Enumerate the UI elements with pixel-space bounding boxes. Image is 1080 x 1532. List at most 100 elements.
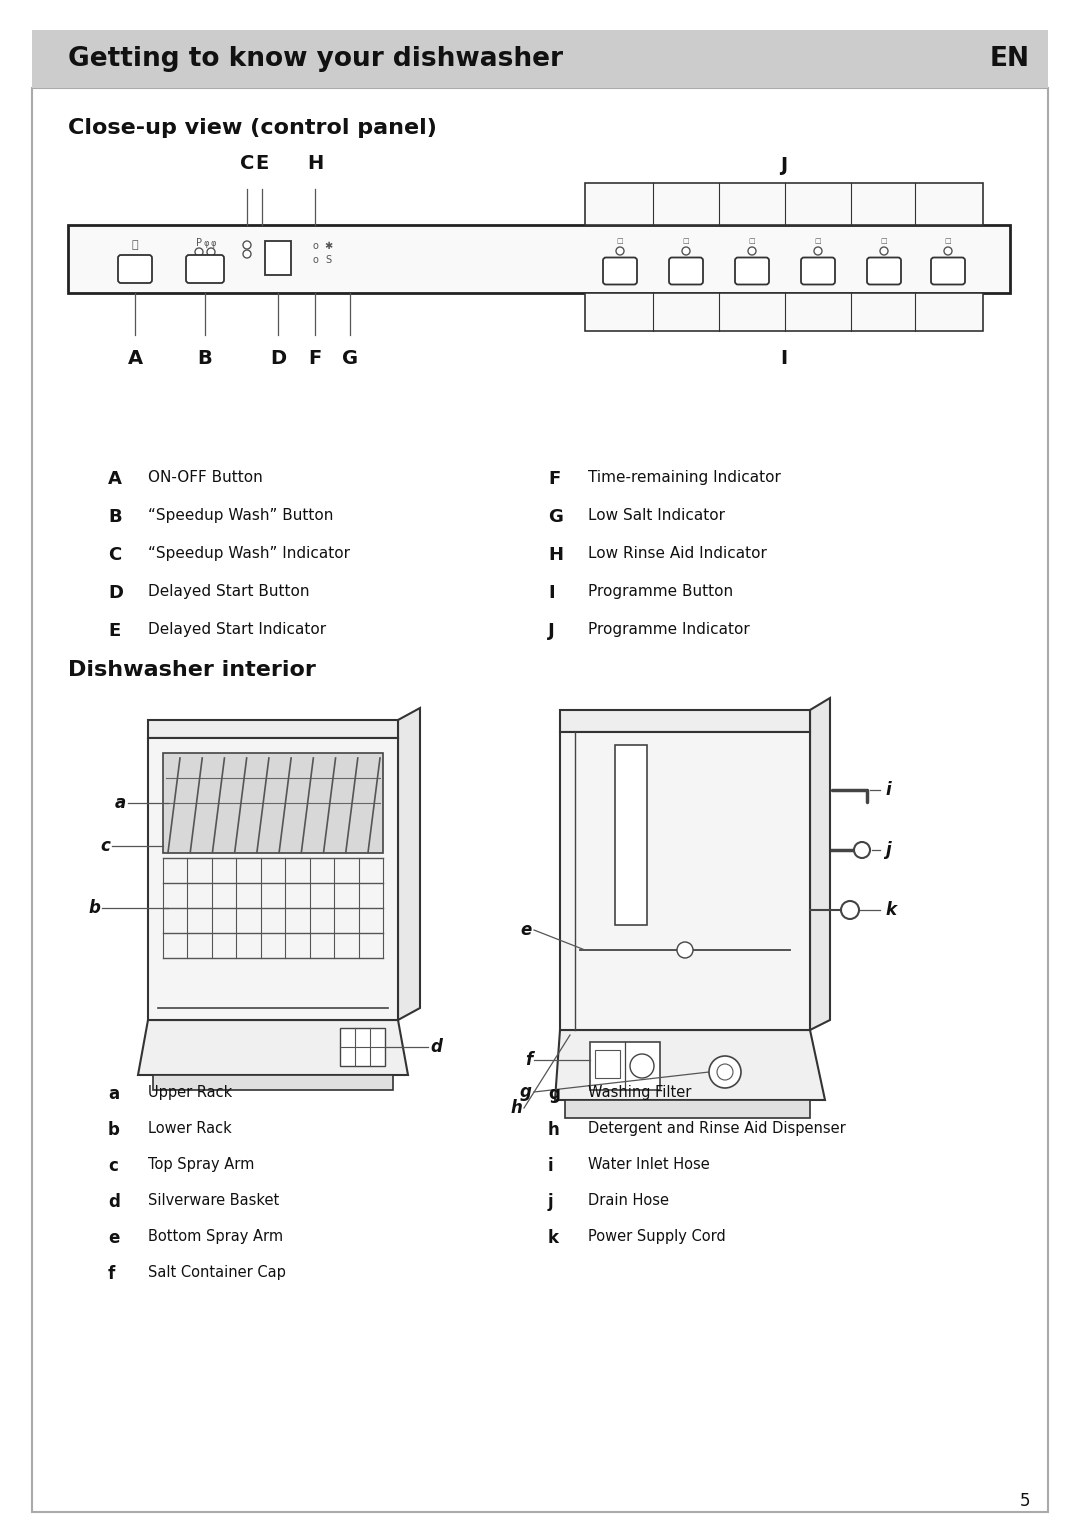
Circle shape (677, 942, 693, 958)
Text: e: e (521, 921, 532, 939)
Text: □: □ (748, 237, 755, 244)
Bar (561, 732, 810, 1030)
Text: Time-remaining Indicator: Time-remaining Indicator (588, 470, 781, 486)
Text: h: h (548, 1121, 559, 1138)
Text: Washing Filter: Washing Filter (588, 1085, 691, 1100)
Polygon shape (555, 1030, 825, 1100)
FancyBboxPatch shape (735, 257, 769, 285)
Text: d: d (108, 1193, 120, 1210)
Text: 5: 5 (1020, 1492, 1030, 1511)
Text: E: E (108, 622, 120, 640)
Text: Top Spray Arm: Top Spray Arm (148, 1157, 255, 1172)
Text: H: H (548, 545, 563, 564)
Text: Low Salt Indicator: Low Salt Indicator (588, 509, 725, 522)
Bar (590, 1042, 660, 1089)
Text: Programme Indicator: Programme Indicator (588, 622, 750, 637)
Circle shape (880, 247, 888, 254)
Text: Getting to know your dishwasher: Getting to know your dishwasher (68, 46, 563, 72)
Circle shape (854, 843, 870, 858)
Text: C: C (108, 545, 121, 564)
Circle shape (841, 901, 859, 919)
Text: φ: φ (203, 239, 208, 248)
Text: ON-OFF Button: ON-OFF Button (148, 470, 262, 486)
Circle shape (748, 247, 756, 254)
Text: Silverware Basket: Silverware Basket (148, 1193, 280, 1209)
Bar (340, 1028, 384, 1066)
Text: Low Rinse Aid Indicator: Low Rinse Aid Indicator (588, 545, 767, 561)
Text: I: I (548, 584, 555, 602)
Text: G: G (342, 349, 359, 368)
Text: S: S (325, 254, 332, 265)
Text: “Speedup Wash” Button: “Speedup Wash” Button (148, 509, 334, 522)
Text: “Speedup Wash” Indicator: “Speedup Wash” Indicator (148, 545, 350, 561)
Bar (68, 225, 1010, 293)
Text: E: E (255, 155, 269, 173)
Text: Detergent and Rinse Aid Dispenser: Detergent and Rinse Aid Dispenser (588, 1121, 846, 1137)
Polygon shape (810, 699, 831, 1030)
Circle shape (195, 248, 203, 256)
Text: Delayed Start Button: Delayed Start Button (148, 584, 310, 599)
FancyBboxPatch shape (931, 257, 966, 285)
Bar (565, 1100, 810, 1118)
Text: o: o (312, 241, 318, 251)
Circle shape (681, 247, 690, 254)
Text: Power Supply Cord: Power Supply Cord (588, 1229, 726, 1244)
Text: a: a (108, 1085, 119, 1103)
Text: □: □ (880, 237, 888, 244)
Bar (595, 1049, 620, 1079)
Text: a: a (114, 794, 126, 812)
Text: e: e (108, 1229, 120, 1247)
Text: D: D (108, 584, 123, 602)
Text: Close-up view (control panel): Close-up view (control panel) (68, 118, 437, 138)
Circle shape (944, 247, 951, 254)
Circle shape (616, 247, 624, 254)
Text: k: k (885, 901, 896, 919)
Polygon shape (138, 1020, 408, 1075)
Bar (585, 293, 983, 331)
Text: G: G (548, 509, 563, 525)
Text: H: H (307, 155, 323, 173)
Bar (32, 31, 1048, 87)
Text: J: J (548, 622, 555, 640)
Text: B: B (198, 349, 213, 368)
Text: EN: EN (990, 46, 1030, 72)
Text: □: □ (617, 237, 623, 244)
Bar (153, 1075, 393, 1089)
Text: Salt Container Cap: Salt Container Cap (148, 1265, 286, 1281)
Text: □: □ (814, 237, 821, 244)
FancyBboxPatch shape (118, 254, 152, 283)
Circle shape (243, 241, 251, 250)
Text: ⏻: ⏻ (132, 241, 138, 250)
Text: Upper Rack: Upper Rack (148, 1085, 232, 1100)
Bar (163, 754, 383, 853)
Circle shape (708, 1056, 741, 1088)
Text: Drain Hose: Drain Hose (588, 1193, 669, 1209)
Text: c: c (100, 836, 110, 855)
Text: Dishwasher interior: Dishwasher interior (68, 660, 315, 680)
Bar (561, 709, 810, 732)
Circle shape (814, 247, 822, 254)
Text: c: c (108, 1157, 118, 1175)
Text: A: A (127, 349, 143, 368)
Text: I: I (781, 349, 787, 368)
FancyBboxPatch shape (669, 257, 703, 285)
Text: h: h (510, 1098, 522, 1117)
FancyBboxPatch shape (603, 257, 637, 285)
Text: j: j (885, 841, 891, 859)
Text: A: A (108, 470, 122, 489)
Text: Water Inlet Hose: Water Inlet Hose (588, 1157, 710, 1172)
Polygon shape (399, 708, 420, 1020)
FancyBboxPatch shape (801, 257, 835, 285)
FancyBboxPatch shape (186, 254, 224, 283)
Text: i: i (548, 1157, 554, 1175)
Text: Lower Rack: Lower Rack (148, 1121, 232, 1137)
Text: Programme Button: Programme Button (588, 584, 733, 599)
Text: i: i (885, 781, 891, 800)
Text: j: j (548, 1193, 554, 1210)
Text: ✱: ✱ (324, 241, 332, 251)
Text: o: o (312, 254, 318, 265)
Text: φ: φ (211, 239, 216, 248)
Text: C: C (240, 155, 254, 173)
Text: k: k (548, 1229, 559, 1247)
Circle shape (630, 1054, 654, 1079)
